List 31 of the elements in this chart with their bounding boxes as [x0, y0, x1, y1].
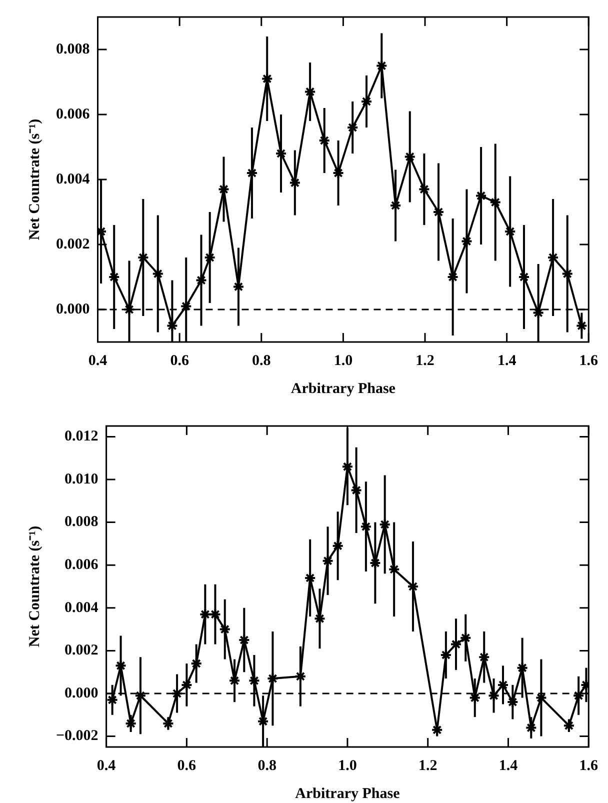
y-axis-title: Net Countrate (s⁻¹) [26, 526, 43, 648]
y-tick-label: 0.006 [64, 556, 99, 573]
y-tick-label: 0.010 [64, 471, 98, 488]
x-tick-label: 1.4 [498, 758, 518, 774]
x-tick-label: 0.8 [258, 758, 276, 774]
x-tick-label: 0.6 [170, 352, 190, 369]
x-tick-label: 1.2 [416, 352, 434, 369]
x-axis-title: Arbitrary Phase [295, 786, 400, 802]
x-tick-label: 1.0 [338, 758, 357, 774]
x-tick-label: 0.4 [96, 758, 116, 774]
y-tick-label: 0.006 [56, 106, 90, 122]
x-tick-label: 1.4 [497, 352, 517, 369]
x-tick-label: 1.6 [579, 758, 598, 774]
y-tick-label: 0.000 [64, 685, 98, 702]
y-tick-label: 0.000 [56, 301, 90, 318]
x-tick-label: 1.2 [418, 758, 438, 774]
x-tick-label: 0.4 [88, 352, 108, 369]
y-tick-label: 0.008 [64, 514, 98, 530]
y-axis-title: Net Countrate (s⁻¹) [26, 118, 43, 240]
y-tick-label: 0.012 [64, 428, 98, 445]
y-tick-label: 0.004 [56, 171, 90, 188]
x-tick-label: 1.6 [579, 352, 598, 369]
x-tick-label: 1.0 [334, 352, 353, 369]
x-tick-label: 0.6 [177, 758, 197, 774]
y-tick-label: 0.002 [64, 642, 98, 659]
y-tick-label: 0.002 [56, 236, 90, 252]
y-tick-label: 0.004 [64, 600, 99, 616]
x-tick-label: 0.8 [252, 352, 271, 369]
x-axis-title: Arbitrary Phase [290, 380, 396, 397]
y-tick-label: 0.008 [56, 41, 90, 58]
y-tick-label: −0.002 [56, 728, 98, 744]
